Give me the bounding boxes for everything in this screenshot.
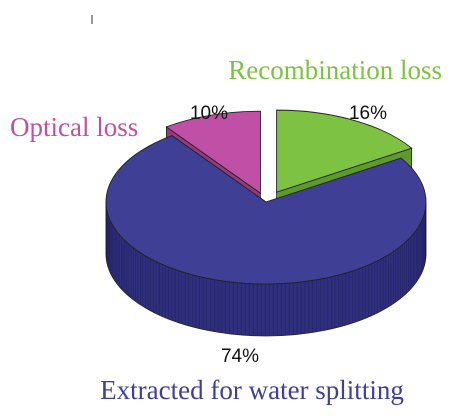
slice-top-optical-loss bbox=[165, 110, 261, 195]
slice-percent-optical-loss: 10% bbox=[190, 103, 228, 124]
pie-tops bbox=[105, 109, 427, 285]
slice-percent-recombination-loss: 16% bbox=[349, 103, 387, 124]
slice-top-extracted-for-water-splitting bbox=[105, 135, 427, 285]
slice-name-recombination-loss: Recombination loss bbox=[228, 55, 442, 85]
slice-name-optical-loss: Optical loss bbox=[10, 112, 138, 142]
slice-name-extracted: Extracted for water splitting bbox=[100, 375, 404, 405]
slice-top-recombination-loss bbox=[276, 109, 413, 193]
slice-side-hatch-extracted-for-water-splitting bbox=[105, 203, 427, 336]
slice-percent-extracted: 74% bbox=[221, 346, 259, 367]
